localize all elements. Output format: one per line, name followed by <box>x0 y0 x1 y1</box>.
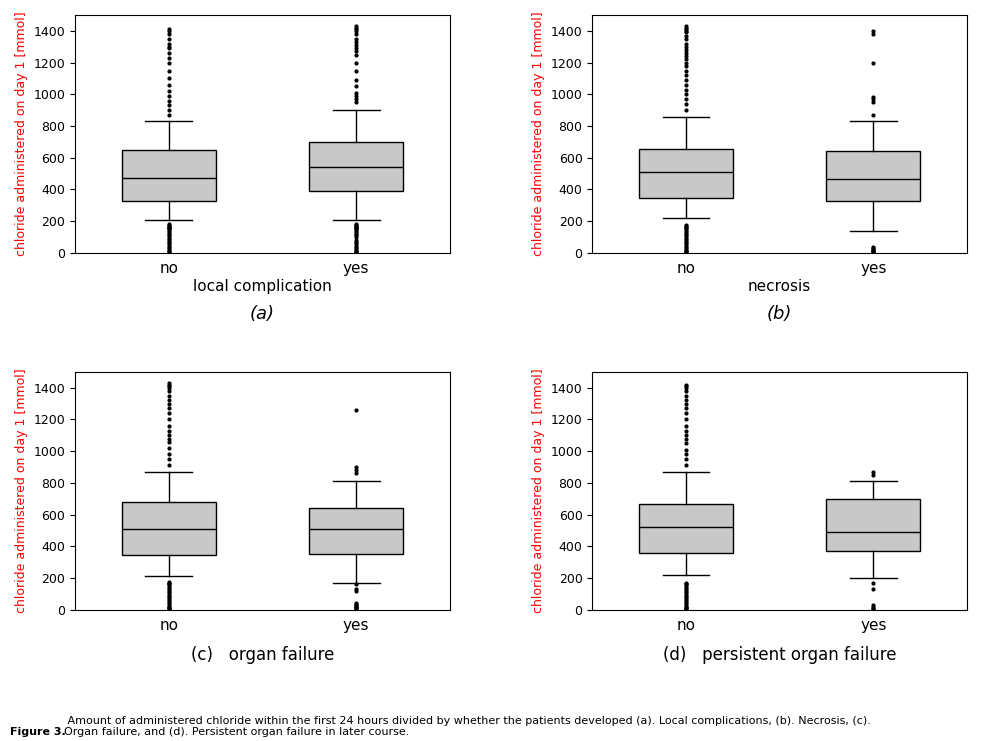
Text: (b): (b) <box>767 305 792 323</box>
PathPatch shape <box>309 142 403 191</box>
PathPatch shape <box>639 504 733 553</box>
PathPatch shape <box>122 502 216 555</box>
X-axis label: local complication: local complication <box>193 279 332 294</box>
PathPatch shape <box>639 149 733 198</box>
PathPatch shape <box>309 508 403 554</box>
Text: (c)   organ failure: (c) organ failure <box>191 645 334 663</box>
Text: (d)   persistent organ failure: (d) persistent organ failure <box>663 645 897 663</box>
Y-axis label: chloride administered on day 1 [mmol]: chloride administered on day 1 [mmol] <box>15 368 28 613</box>
Y-axis label: chloride administered on day 1 [mmol]: chloride administered on day 1 [mmol] <box>15 12 28 256</box>
Text: Amount of administered chloride within the first 24 hours divided by whether the: Amount of administered chloride within t… <box>64 716 871 737</box>
Y-axis label: chloride administered on day 1 [mmol]: chloride administered on day 1 [mmol] <box>532 368 545 613</box>
Y-axis label: chloride administered on day 1 [mmol]: chloride administered on day 1 [mmol] <box>532 12 545 256</box>
PathPatch shape <box>122 150 216 201</box>
Text: (a): (a) <box>250 305 275 323</box>
X-axis label: necrosis: necrosis <box>748 279 811 294</box>
PathPatch shape <box>827 499 920 551</box>
Text: Figure 3.: Figure 3. <box>10 728 66 737</box>
PathPatch shape <box>827 151 920 201</box>
